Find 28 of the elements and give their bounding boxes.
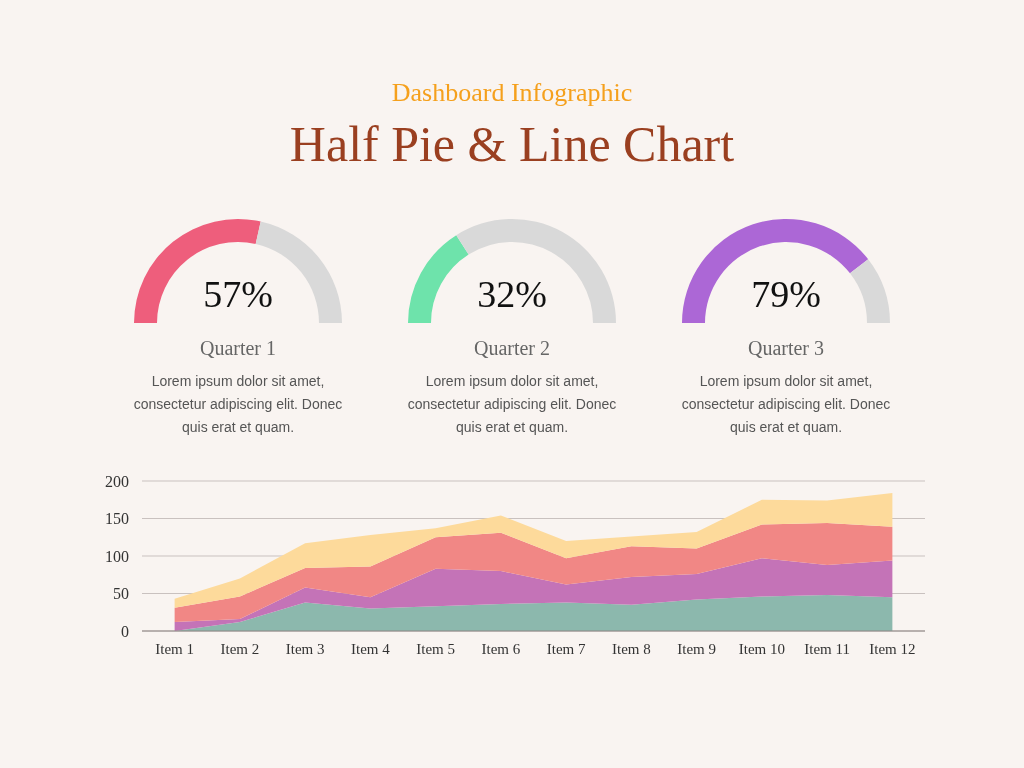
text: 79%: [751, 273, 821, 315]
x-tick-label: Item 2: [220, 641, 260, 657]
y-tick-label: 100: [105, 547, 129, 565]
y-tick-label: 150: [105, 510, 129, 528]
text: Quarter 3: [747, 337, 825, 359]
text: Quarter 1: [199, 337, 277, 359]
text: 32%: [477, 273, 547, 315]
x-tick-label: Item 8: [612, 641, 651, 657]
text: 57%: [203, 273, 273, 315]
text: Dashboard Infographic: [391, 78, 633, 107]
text: Half Pie & Line Chart: [289, 116, 735, 172]
text: Lorem ipsum dolor sit amet, consectetur adipiscing elit. Donec quis erat et quam.: [133, 373, 343, 435]
x-tick-label: Item 12: [869, 641, 916, 657]
y-tick-label: 200: [105, 472, 129, 490]
y-tick-label: 50: [113, 585, 129, 603]
x-tick-label: Item 9: [677, 641, 716, 657]
x-tick-label: Item 10: [738, 641, 785, 657]
y-tick-label: 0: [121, 622, 129, 640]
x-tick-label: Item 6: [481, 641, 521, 657]
x-tick-label: Item 3: [285, 641, 325, 657]
text: Quarter 2: [473, 337, 551, 359]
x-tick-label: Item 5: [416, 641, 455, 657]
x-tick-label: Item 4: [351, 641, 391, 657]
x-tick-label: Item 11: [804, 641, 850, 657]
text: Lorem ipsum dolor sit amet, consectetur adipiscing elit. Donec quis erat et quam.: [407, 373, 617, 435]
x-tick-label: Item 1: [155, 641, 194, 657]
text: Lorem ipsum dolor sit amet, consectetur adipiscing elit. Donec quis erat et quam.: [681, 373, 891, 435]
x-tick-label: Item 7: [546, 641, 586, 657]
